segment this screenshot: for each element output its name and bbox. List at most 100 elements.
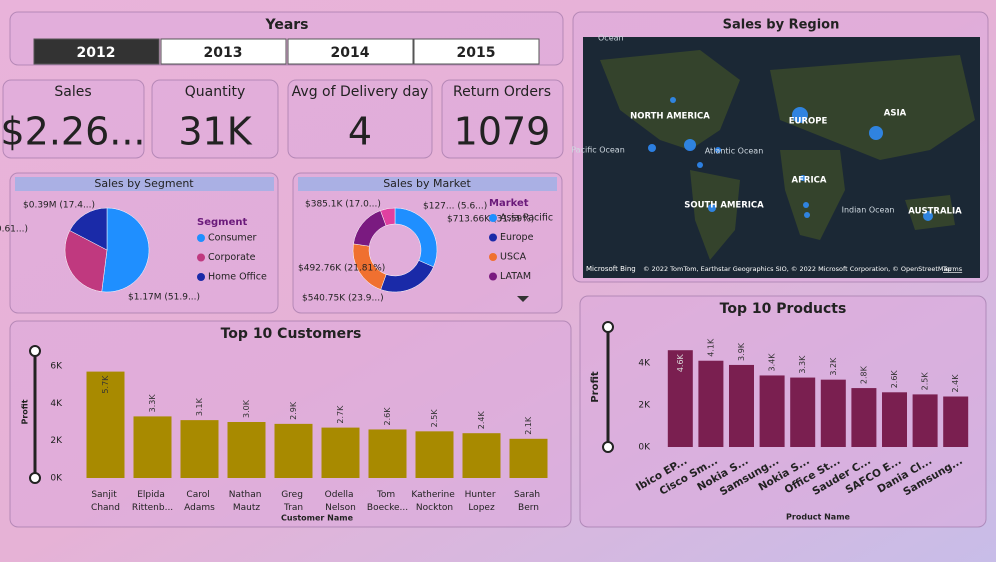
slice — [69, 207, 108, 251]
card-label: Return Orders — [453, 84, 551, 100]
slider-handle[interactable] — [29, 345, 41, 357]
scroll-arrow[interactable] — [517, 296, 529, 302]
legend-title: Segment — [197, 217, 247, 228]
card-label: Quantity — [185, 84, 246, 100]
range-slider[interactable] — [33, 327, 610, 478]
chart-title: Sales by Market — [383, 177, 471, 190]
x-tick-line: Chand — [91, 503, 120, 513]
x-tick-label: Katherine Nockton — [411, 490, 457, 513]
x-tick-line: Lopez — [468, 503, 495, 513]
map-label: Ocean — [598, 34, 624, 43]
map-label: NORTH AMERICA — [630, 112, 710, 122]
x-tick-line: Odella — [325, 490, 357, 500]
map-attribution: © 2022 TomTom, Earthstar Geographics SIO… — [643, 265, 952, 273]
card-value: 1079 — [454, 110, 551, 154]
bar — [86, 371, 125, 478]
card-value: 31K — [178, 110, 252, 154]
data-label: 3.0K — [242, 399, 251, 418]
bar — [912, 394, 938, 447]
chart-title: Top 10 Customers — [221, 326, 362, 342]
bar — [667, 350, 693, 447]
year-label[interactable]: 2013 — [204, 45, 243, 61]
data-label: 2.9K — [289, 401, 298, 420]
data-label: $540.75K (23.9...) — [302, 294, 384, 304]
x-tick-label: Nathan Mautz — [229, 490, 265, 513]
x-tick-label: Carol Adams — [184, 490, 215, 513]
data-label: 4.6K — [676, 353, 685, 372]
bar — [790, 377, 816, 447]
bar — [462, 433, 501, 478]
slider-handle[interactable] — [29, 472, 41, 484]
bubble — [800, 175, 806, 181]
legend-label: Asia Pacific — [500, 213, 553, 224]
year-button[interactable] — [287, 38, 414, 65]
y-tick-label: 4K — [50, 399, 63, 409]
y-axis-label: Profit — [590, 371, 601, 403]
bubble — [697, 162, 703, 168]
chart-title-bar — [15, 177, 274, 191]
bar — [698, 360, 724, 447]
x-tick-line: Boecke... — [367, 503, 408, 513]
bubble — [715, 147, 721, 153]
year-label[interactable]: 2012 — [77, 45, 116, 61]
x-tick-label: Sanjit Chand — [91, 490, 120, 513]
map-label: AUSTRALIA — [908, 207, 962, 217]
x-tick-label: Sarah Bern — [514, 490, 543, 513]
y-tick-label: 2K — [50, 436, 63, 446]
slice — [64, 230, 108, 292]
x-tick-line: Mautz — [233, 503, 261, 513]
x-tick-line: Nelson — [325, 503, 356, 513]
bar — [851, 388, 877, 447]
legend-swatch — [489, 214, 497, 222]
slider-handle[interactable] — [602, 441, 614, 453]
map-title: Sales by Region — [723, 18, 840, 33]
year-button[interactable] — [413, 38, 540, 65]
data-label: 5.7K — [101, 375, 110, 394]
x-tick-line: Adams — [184, 503, 215, 513]
x-tick-label: Hunter Lopez — [465, 490, 499, 513]
x-tick-label: Tom Boecke... — [367, 490, 408, 513]
x-tick-label: Elpida Rittenb... — [132, 490, 173, 513]
data-label: 2.7K — [336, 405, 345, 424]
slider-handle[interactable] — [602, 321, 614, 333]
map-label: EUROPE — [789, 117, 828, 127]
map-terms[interactable]: Terms — [942, 265, 963, 273]
x-tick-line: Carol — [186, 490, 212, 500]
legend-label: Europe — [500, 232, 534, 243]
x-tick-label: Odella Nelson — [325, 490, 357, 513]
map-label: AFRICA — [792, 176, 827, 186]
slicer-title: Years — [264, 17, 308, 33]
bar — [180, 420, 219, 478]
data-label: 4.1K — [706, 338, 715, 357]
year-button[interactable] — [33, 38, 160, 65]
x-tick-line: Elpida — [137, 490, 168, 500]
data-label: $385.1K (17.0...) — [305, 200, 381, 210]
x-tick-line: Nathan — [229, 490, 265, 500]
bubble — [792, 107, 808, 123]
card-panel — [287, 79, 433, 159]
x-tick-line: Greg — [281, 490, 306, 500]
data-label: 3.4K — [768, 353, 777, 372]
year-label[interactable]: 2014 — [331, 45, 370, 61]
data-label: 2.4K — [951, 374, 960, 393]
legend-swatch — [197, 234, 205, 242]
data-label: 3.3K — [148, 394, 157, 413]
x-tick-line: Sarah — [514, 490, 543, 500]
x-tick-label: Greg Tran — [281, 490, 306, 513]
year-label[interactable]: 2015 — [457, 45, 496, 61]
data-label: $492.76K (21.81%) — [298, 264, 385, 274]
bar — [943, 396, 969, 447]
bar — [133, 416, 172, 478]
year-button[interactable] — [160, 38, 287, 65]
y-tick-label: 4K — [638, 358, 651, 368]
legend-label: USCA — [500, 252, 527, 263]
chart-title-bar — [298, 177, 557, 191]
bubble — [670, 97, 676, 103]
card-panel — [151, 79, 279, 159]
data-label: $0.69M (30.61...) — [0, 225, 28, 235]
x-axis-label: Product Name — [786, 513, 851, 522]
legend-label: Corporate — [208, 252, 256, 263]
land-africa — [780, 150, 845, 240]
slider-handles[interactable] — [29, 321, 614, 484]
